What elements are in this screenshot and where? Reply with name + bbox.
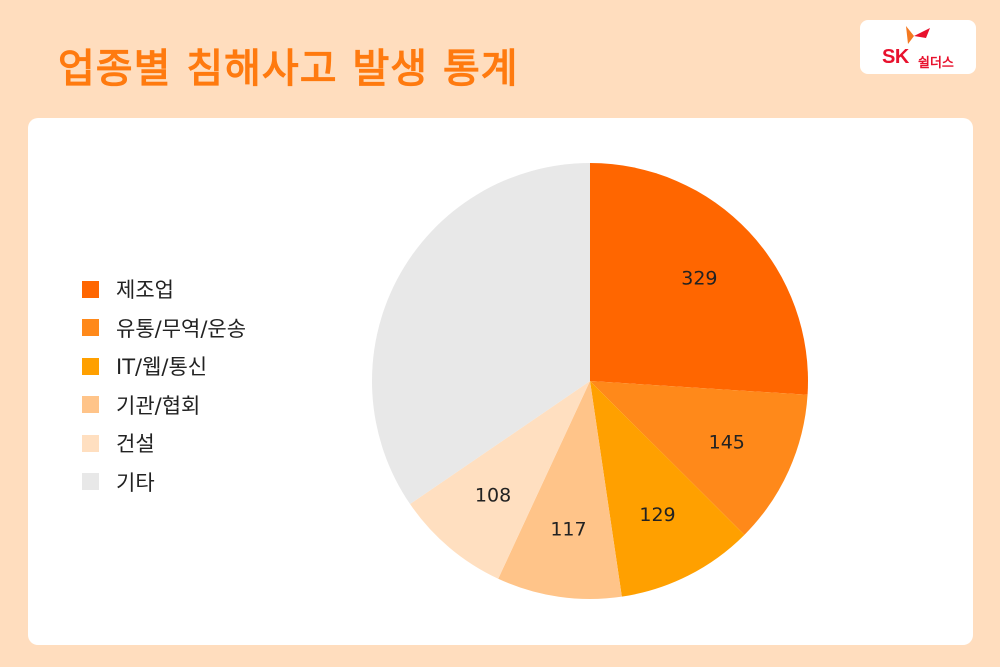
pie-slice xyxy=(590,381,745,597)
legend-swatch xyxy=(82,396,99,414)
page-title: 업종별 침해사고 발생 통계 xyxy=(58,46,519,92)
legend-item: IT/웹/통신 xyxy=(82,347,246,386)
pie-slice xyxy=(590,163,808,395)
sk-shieldus-logo: SK 쉴더스 xyxy=(860,20,976,74)
legend-item: 제조업 xyxy=(82,270,246,309)
legend-swatch xyxy=(82,280,99,298)
pie-slice xyxy=(590,381,808,535)
legend-label: 제조업 xyxy=(116,278,174,303)
pie-slice xyxy=(498,381,622,599)
legend-swatch xyxy=(82,319,99,337)
legend-swatch xyxy=(82,357,99,375)
legend-item: 기타 xyxy=(82,463,246,502)
legend-label: 기타 xyxy=(116,470,155,495)
slice-value-label: 145 xyxy=(709,432,745,454)
logo-sub-text: 쉴더스 xyxy=(918,56,954,71)
legend-swatch xyxy=(82,434,99,452)
legend-item: 건설 xyxy=(82,424,246,463)
legend-label: 유통/무역/운송 xyxy=(116,316,247,341)
slice-value-label: 108 xyxy=(475,484,511,506)
slice-value-label: 129 xyxy=(639,504,675,526)
legend-swatch xyxy=(82,473,99,491)
legend-item: 유통/무역/운송 xyxy=(82,309,246,348)
logo-brand-text: SK xyxy=(882,46,909,68)
legend-label: IT/웹/통신 xyxy=(116,355,208,380)
legend-label: 건설 xyxy=(116,432,155,457)
pie-slice xyxy=(371,163,590,505)
slice-value-label: 329 xyxy=(681,267,717,289)
butterfly-logo-icon xyxy=(906,26,930,44)
slice-value-label: 117 xyxy=(550,518,586,540)
legend-label: 기관/협회 xyxy=(116,393,201,418)
pie-slice xyxy=(410,381,590,579)
legend-item: 기관/협회 xyxy=(82,386,246,425)
